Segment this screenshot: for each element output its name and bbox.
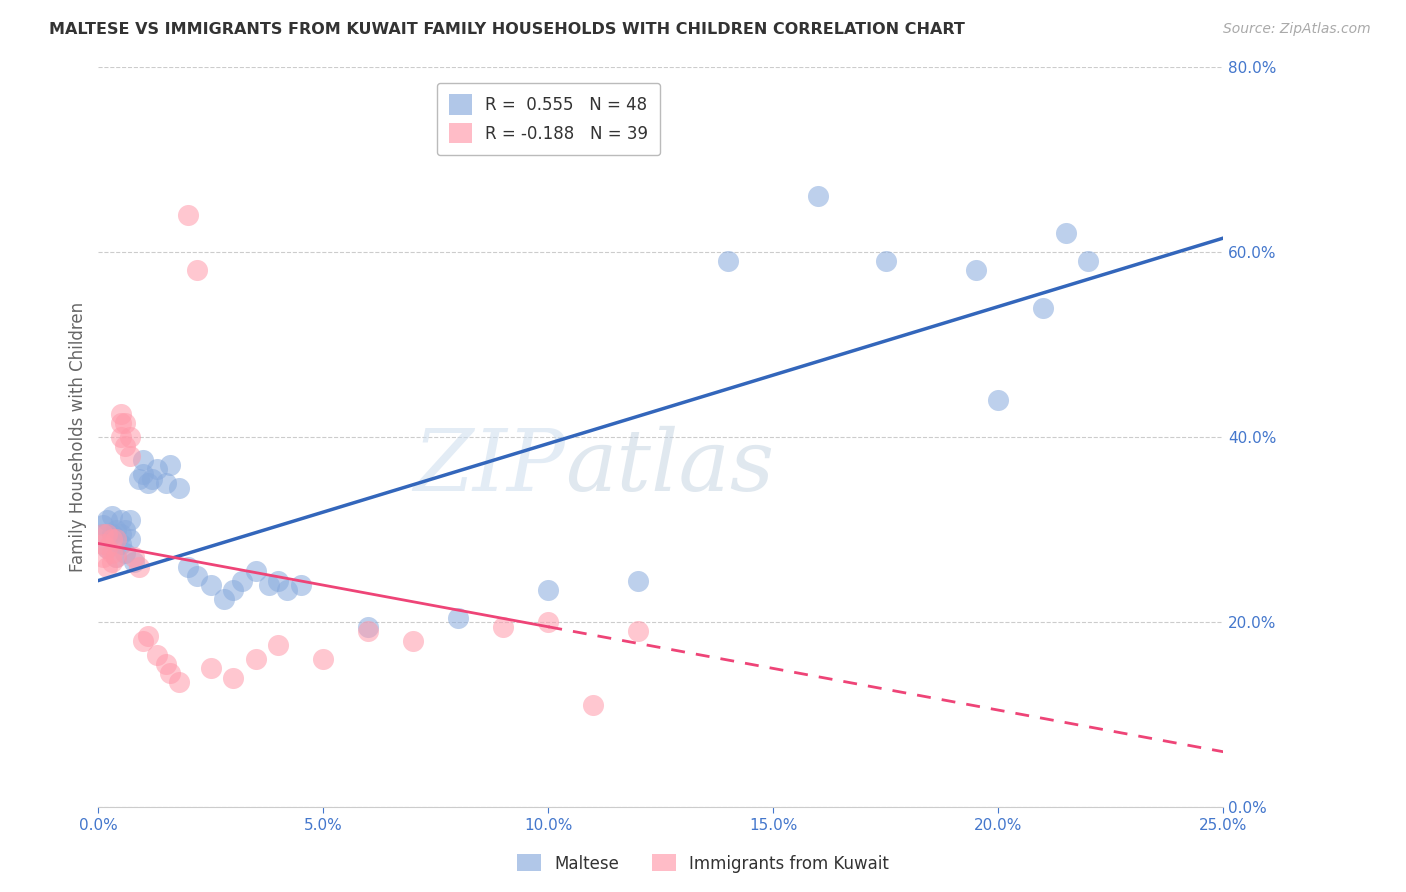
Point — [492, 620, 515, 634]
Point — [267, 638, 290, 652]
Point — [105, 523, 128, 537]
Point — [159, 458, 181, 472]
Point — [447, 610, 470, 624]
Y-axis label: Family Households with Children: Family Households with Children — [69, 302, 87, 572]
Point — [177, 559, 200, 574]
Point — [290, 578, 312, 592]
Point — [96, 541, 118, 555]
Point — [118, 532, 141, 546]
Point — [114, 523, 136, 537]
Point — [105, 550, 128, 565]
Point — [155, 476, 177, 491]
Point — [537, 582, 560, 597]
Text: ZIP: ZIP — [413, 425, 565, 508]
Point — [101, 546, 124, 560]
Point — [214, 592, 236, 607]
Point — [245, 564, 267, 578]
Point — [357, 620, 380, 634]
Point — [105, 532, 128, 546]
Point — [91, 518, 114, 533]
Point — [159, 666, 181, 681]
Point — [402, 633, 425, 648]
Point — [245, 652, 267, 666]
Legend: Maltese, Immigrants from Kuwait: Maltese, Immigrants from Kuwait — [510, 847, 896, 880]
Point — [128, 559, 150, 574]
Point — [118, 449, 141, 463]
Point — [965, 263, 987, 277]
Point — [128, 472, 150, 486]
Point — [91, 527, 114, 541]
Point — [582, 698, 605, 713]
Point — [146, 462, 169, 476]
Point — [118, 430, 141, 444]
Point — [141, 472, 163, 486]
Point — [200, 578, 222, 592]
Point — [114, 439, 136, 453]
Point — [132, 633, 155, 648]
Point — [118, 513, 141, 527]
Point — [169, 675, 191, 690]
Point — [91, 527, 114, 541]
Point — [132, 453, 155, 467]
Point — [101, 555, 124, 569]
Point — [222, 582, 245, 597]
Point — [222, 671, 245, 685]
Point — [110, 513, 132, 527]
Point — [114, 416, 136, 430]
Point — [875, 254, 897, 268]
Point — [110, 536, 132, 550]
Point — [186, 569, 208, 583]
Point — [91, 536, 114, 550]
Text: atlas: atlas — [565, 425, 775, 508]
Point — [96, 559, 118, 574]
Point — [312, 652, 335, 666]
Point — [627, 624, 650, 639]
Point — [96, 513, 118, 527]
Point — [124, 550, 146, 565]
Point — [1054, 227, 1077, 241]
Point — [96, 527, 118, 541]
Point — [101, 527, 124, 541]
Point — [267, 574, 290, 588]
Point — [357, 624, 380, 639]
Point — [231, 574, 253, 588]
Point — [136, 476, 159, 491]
Point — [110, 407, 132, 421]
Point — [200, 661, 222, 675]
Point — [114, 546, 136, 560]
Point — [105, 550, 128, 565]
Point — [177, 208, 200, 222]
Point — [101, 532, 124, 546]
Point — [155, 657, 177, 671]
Point — [259, 578, 281, 592]
Text: Source: ZipAtlas.com: Source: ZipAtlas.com — [1223, 22, 1371, 37]
Point — [186, 263, 208, 277]
Point — [132, 467, 155, 482]
Point — [96, 541, 118, 555]
Point — [124, 555, 146, 569]
Point — [110, 416, 132, 430]
Text: MALTESE VS IMMIGRANTS FROM KUWAIT FAMILY HOUSEHOLDS WITH CHILDREN CORRELATION CH: MALTESE VS IMMIGRANTS FROM KUWAIT FAMILY… — [49, 22, 965, 37]
Point — [169, 481, 191, 495]
Point — [1032, 301, 1054, 315]
Point — [276, 582, 298, 597]
Point — [987, 392, 1010, 407]
Point — [537, 615, 560, 630]
Point — [91, 550, 114, 565]
Point — [101, 508, 124, 523]
Point — [807, 189, 830, 203]
Point — [146, 648, 169, 662]
Legend: R =  0.555   N = 48, R = -0.188   N = 39: R = 0.555 N = 48, R = -0.188 N = 39 — [437, 83, 659, 155]
Point — [717, 254, 740, 268]
Point — [1077, 254, 1099, 268]
Point — [110, 430, 132, 444]
Point — [136, 629, 159, 643]
Point — [110, 527, 132, 541]
Point — [627, 574, 650, 588]
